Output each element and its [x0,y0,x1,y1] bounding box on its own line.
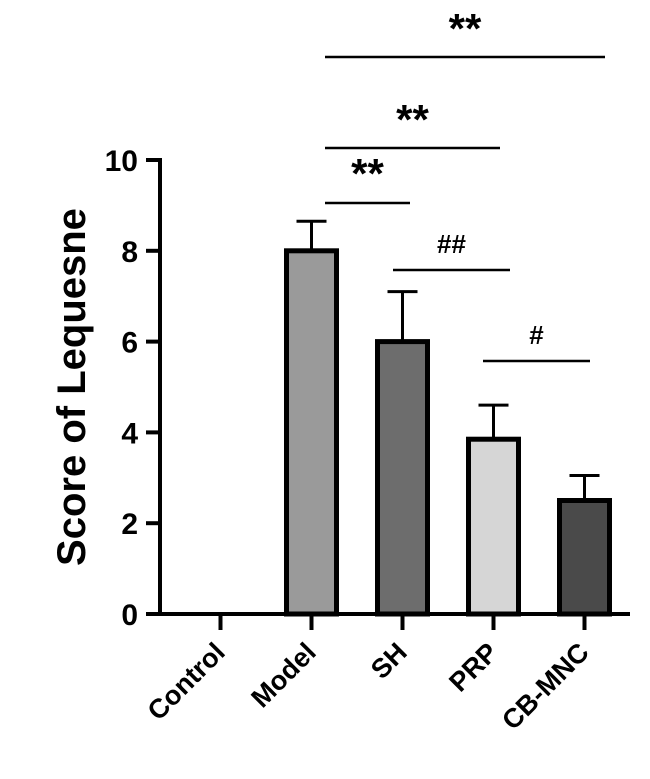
y-tick-label: 2 [121,508,138,541]
significance-label: ** [396,96,429,143]
bar [466,436,521,617]
y-tick-label: 0 [121,599,138,632]
x-tick-label: CB-MNC [496,637,595,736]
y-axis-label: Score of Lequesne [50,208,94,566]
x-tick-label: Model [245,637,321,713]
y-tick-label: 8 [121,236,138,269]
significance-label: ** [449,5,482,52]
bar [375,339,430,617]
y-tick-label: 4 [121,417,138,450]
x-tick-label: PRP [443,637,503,697]
x-tick-label: SH [365,637,413,685]
significance-label: ** [351,150,384,197]
x-tick-label: Control [142,637,231,726]
bars-layer [284,219,612,617]
significance-layer: ******### [325,5,605,363]
significance-label: ## [437,229,466,259]
y-tick-label: 10 [105,145,138,178]
significance-label: # [529,320,544,350]
y-tick-label: 6 [121,327,138,360]
bar [557,498,612,617]
bar [284,248,339,617]
